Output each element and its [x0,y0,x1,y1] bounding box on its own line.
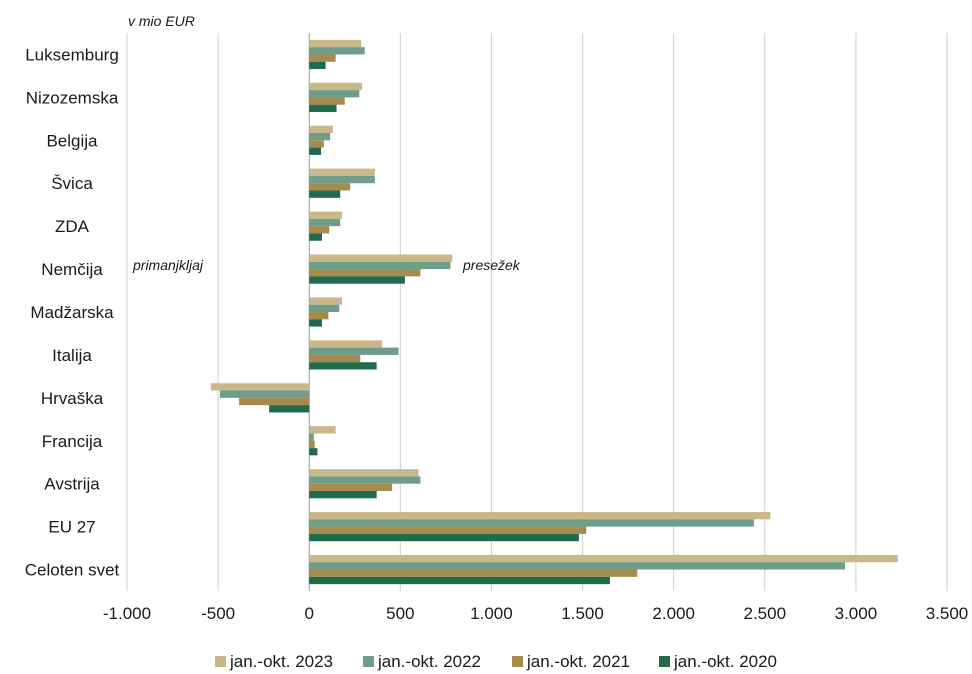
category-label: Italija [52,346,92,365]
bar [309,490,377,499]
x-tick-label: -500 [201,604,235,623]
bar [309,440,315,449]
bar [309,319,322,327]
bar [309,39,362,48]
category-label: Avstrija [44,475,100,494]
category-label: EU 27 [48,518,95,537]
legend: jan.-okt. 2023 jan.-okt. 2022 jan.-okt. 20… [215,652,777,671]
x-tick-label: -1.000 [103,604,151,623]
bar [309,125,333,134]
bar [309,483,393,491]
bar [309,254,453,262]
bar [309,433,314,441]
x-tick-labels: -1.000 -500 0 500 1.000 1.500 2.000 2.500 3.000 3… [103,604,968,623]
category-label: Celoten svet [25,561,120,580]
bar [309,82,363,91]
bar [309,61,326,70]
x-tick-label: 2.000 [652,604,695,623]
bar [309,362,377,370]
bar [309,211,343,219]
category-label: Madžarska [30,303,114,322]
bar [210,383,310,391]
bar [309,519,754,527]
bar [309,576,610,585]
bar [309,168,375,176]
unit-label: v mio EUR [128,13,195,29]
bar [269,405,310,413]
legend-swatch [512,656,523,667]
bar [309,218,341,227]
bar [309,476,421,484]
bar [309,97,345,105]
x-tick-label: 1.000 [470,604,513,623]
legend-swatch [215,656,226,667]
annotations: v mio EUR primanjkljaj presežek [128,13,521,273]
bar [309,183,351,191]
bar [309,354,361,363]
bar [309,554,898,563]
bar [309,140,324,148]
legend-swatch [363,656,374,667]
bar [309,269,421,277]
legend-label: jan.-okt. 2022 [377,652,481,671]
category-label: Nemčija [41,260,103,279]
bar [309,297,343,305]
legend-swatch [659,656,670,667]
bar [309,448,318,456]
category-label: Hrvaška [41,389,104,408]
bar [309,469,419,477]
legend-label: jan.-okt. 2021 [526,652,630,671]
bar [309,526,587,534]
category-label: ZDA [55,217,90,236]
bar [219,390,310,398]
bar [309,533,579,542]
bar [309,569,638,577]
bar [309,90,360,98]
category-label: Nizozemska [26,88,119,107]
bar [309,190,341,198]
surplus-annotation: presežek [462,257,521,273]
bar [309,54,336,62]
legend-label: jan.-okt. 2020 [673,652,777,671]
bar [309,276,405,284]
category-label: Belgija [46,131,98,150]
category-label: Luksemburg [25,45,119,64]
x-tick-label: 0 [304,604,313,623]
bar [309,426,336,434]
gridlines [126,33,948,591]
bar [309,512,771,520]
deficit-annotation: primanjkljaj [132,257,204,273]
x-tick-label: 1.500 [561,604,604,623]
bar [239,397,310,406]
bar [309,261,451,270]
bar [309,175,375,184]
bar [309,133,331,141]
bar [309,226,330,234]
x-tick-label: 3.500 [926,604,969,623]
bar [309,104,337,112]
bar [309,562,845,570]
x-tick-label: 500 [386,604,414,623]
category-labels: Luksemburg Nizozemska Belgija Švica ZDA Nemči… [25,45,120,579]
bar [309,312,329,320]
bar [309,304,340,312]
bar [309,233,322,241]
bar [309,340,383,348]
x-tick-label: 3.000 [835,604,878,623]
bar [309,147,322,155]
x-tick-label: 2.500 [744,604,787,623]
category-label: Švica [51,174,93,193]
bar [309,347,399,355]
legend-label: jan.-okt. 2023 [229,652,333,671]
category-label: Francija [42,432,103,451]
bars [210,39,898,585]
bar [309,47,365,55]
